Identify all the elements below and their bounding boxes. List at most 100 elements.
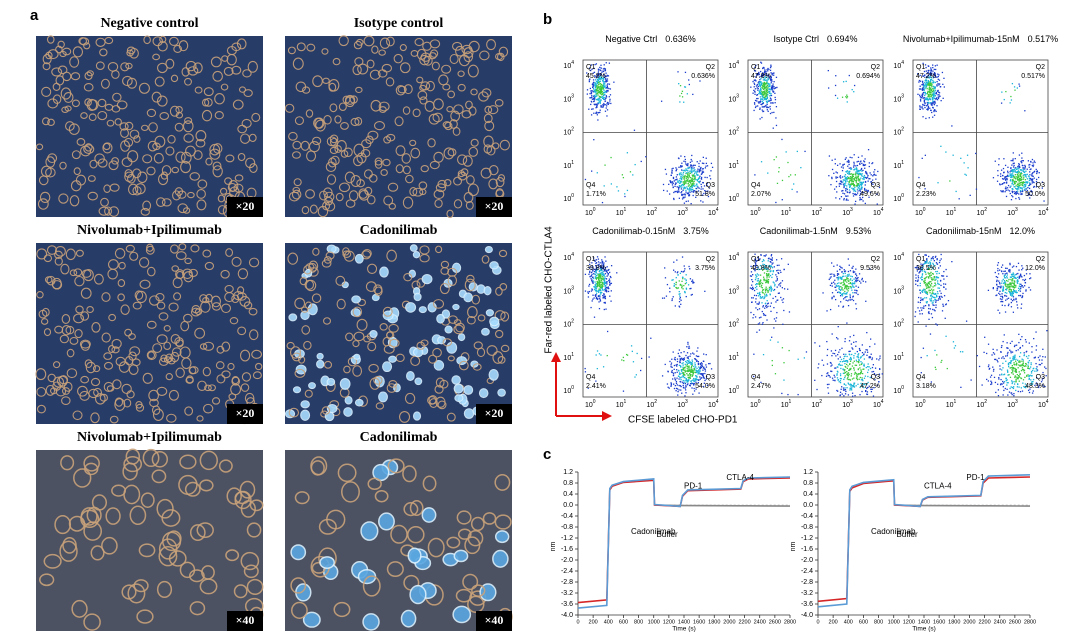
event-dot: [674, 305, 676, 307]
cell: [120, 128, 129, 138]
cell: [416, 341, 426, 350]
event-dot: [709, 178, 712, 180]
event-dot: [778, 284, 780, 286]
event-dot: [761, 323, 764, 325]
event-dot: [852, 188, 854, 191]
event-dot: [845, 182, 847, 184]
event-dot: [776, 264, 778, 267]
event-dot: [839, 364, 841, 366]
event-dot: [869, 345, 871, 348]
event-dot: [932, 90, 935, 92]
event-dot: [1021, 152, 1023, 154]
event-dot: [608, 102, 610, 104]
cell: [163, 325, 171, 332]
event-dot: [594, 288, 596, 291]
event-dot: [650, 337, 652, 339]
cell: [312, 136, 322, 146]
event-dot: [828, 155, 831, 157]
event-dot: [764, 288, 766, 290]
image-title: Negative control: [100, 16, 198, 31]
event-dot: [927, 101, 930, 104]
event-dot: [1009, 192, 1011, 195]
event-dot: [930, 67, 932, 69]
event-dot: [705, 157, 707, 159]
cell: [329, 103, 338, 113]
event-dot: [842, 163, 844, 166]
event-dot: [683, 181, 686, 183]
cell: [158, 312, 169, 321]
event-dot: [1021, 187, 1024, 189]
event-dot: [691, 167, 693, 169]
event-dot: [682, 362, 684, 364]
event-dot: [923, 88, 926, 90]
event-dot: [598, 280, 601, 282]
event-dot: [850, 357, 852, 359]
event-dot: [682, 173, 684, 175]
event-dot: [601, 80, 604, 82]
event-dot: [851, 182, 853, 184]
event-dot: [674, 185, 676, 187]
cell: [405, 302, 417, 313]
event-dot: [691, 174, 694, 177]
cell: [169, 105, 180, 117]
cell: [499, 282, 508, 291]
event-dot: [702, 182, 704, 184]
cell: [409, 584, 427, 605]
event-dot: [759, 107, 761, 109]
cell: [68, 515, 86, 532]
event-dot: [617, 190, 620, 192]
cell: [71, 99, 80, 108]
event-dot: [843, 360, 845, 362]
event-dot: [596, 77, 598, 79]
event-dot: [839, 360, 841, 363]
quadrant-name: Q3: [1036, 182, 1045, 189]
cell: [494, 310, 506, 321]
event-dot: [595, 111, 598, 113]
tick-base: 10: [842, 210, 850, 217]
event-dot: [599, 90, 601, 93]
event-dot: [675, 286, 677, 289]
cell: [246, 522, 262, 538]
event-dot: [664, 363, 666, 366]
event-dot: [759, 280, 762, 282]
event-dot: [605, 96, 608, 98]
quadrant-name: Q3: [706, 182, 715, 189]
event-dot: [679, 355, 681, 358]
cell: [246, 578, 264, 595]
event-dot: [776, 279, 778, 281]
cell: [386, 36, 395, 47]
event-dot: [679, 85, 682, 87]
event-dot: [590, 97, 592, 99]
event-dot: [853, 341, 855, 343]
event-dot: [848, 160, 850, 162]
event-dot: [681, 392, 683, 394]
event-dot: [692, 352, 694, 354]
event-dot: [616, 186, 618, 188]
event-dot: [859, 199, 861, 201]
cell: [224, 177, 233, 185]
event-dot: [938, 79, 941, 81]
event-dot: [788, 175, 790, 178]
event-dot: [766, 319, 768, 321]
tick-base: 10: [1038, 210, 1046, 217]
cell: [167, 134, 176, 144]
cell: [129, 346, 141, 357]
tick-base: 10: [893, 196, 901, 203]
event-dot: [680, 191, 682, 194]
event-dot: [863, 163, 865, 166]
cell: [328, 157, 337, 168]
cell: [229, 317, 239, 325]
event-dot: [691, 368, 693, 370]
image-title: Cadonilimab: [360, 430, 438, 445]
cell: [409, 186, 418, 197]
cell: [83, 42, 91, 50]
cell: [247, 60, 258, 73]
event-dot: [593, 316, 596, 318]
event-dot: [1010, 95, 1012, 98]
cell: [386, 331, 394, 339]
event-dot: [935, 68, 937, 71]
event-dot: [648, 356, 650, 358]
event-dot: [699, 376, 701, 378]
event-dot: [848, 161, 850, 164]
quadrant-name: Q2: [706, 64, 715, 71]
